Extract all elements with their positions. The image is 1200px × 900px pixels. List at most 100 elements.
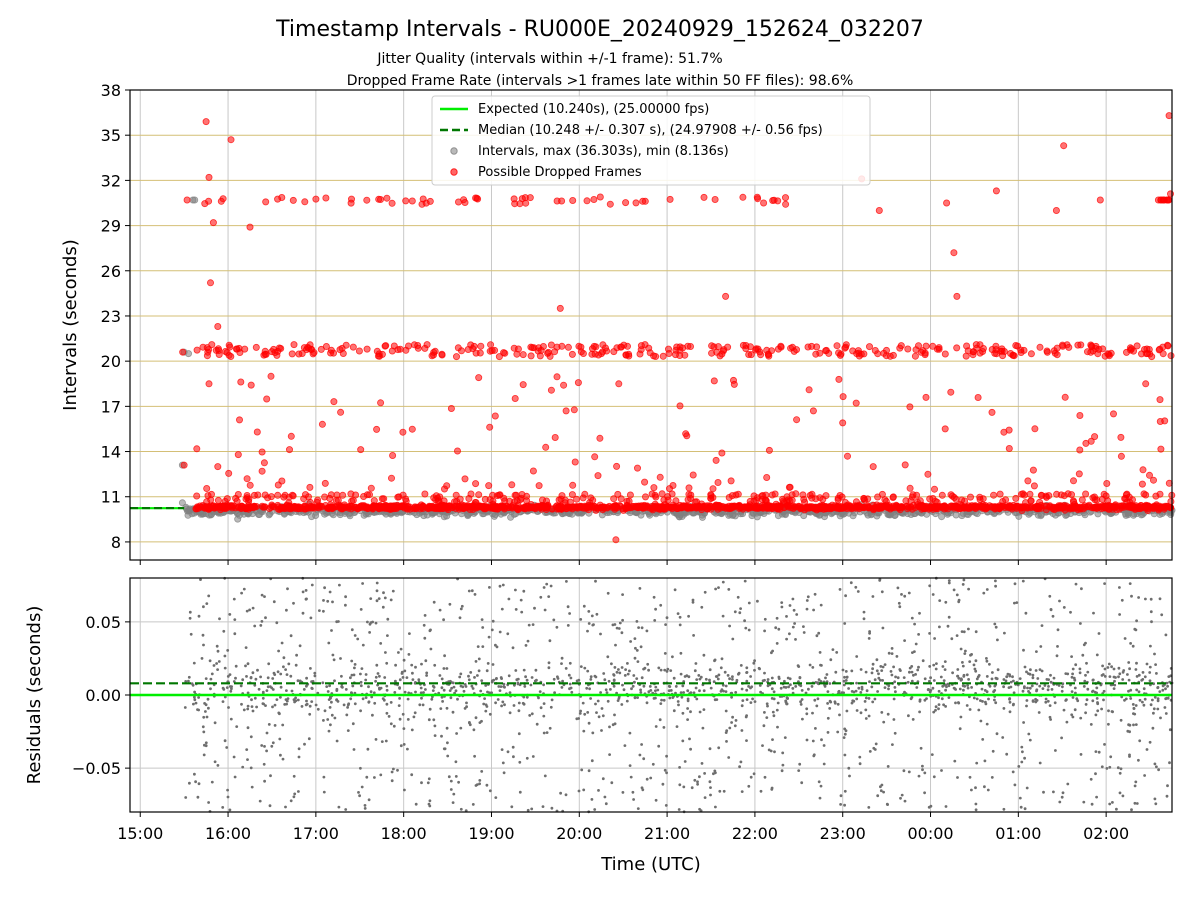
residual-point	[669, 669, 673, 672]
residual-point	[1164, 633, 1168, 637]
residual-point	[242, 587, 246, 591]
residual-point	[344, 595, 347, 599]
residual-point	[1083, 679, 1087, 683]
residual-point	[1025, 786, 1029, 790]
dropped-frame-point	[512, 491, 520, 499]
residual-point	[662, 726, 666, 729]
dropped-frame-point	[235, 416, 243, 424]
residual-point	[1131, 644, 1135, 648]
dropped-frame-point	[844, 452, 852, 460]
residual-point	[962, 673, 966, 677]
residual-point	[693, 669, 697, 673]
residual-point	[284, 668, 287, 671]
residual-point	[1134, 723, 1138, 726]
residual-point	[432, 718, 436, 722]
dropped-frame-point	[1146, 350, 1154, 358]
residual-point	[363, 804, 367, 807]
residual-point	[747, 628, 751, 632]
intervals-x-ticks	[139, 560, 1107, 565]
residual-point	[367, 798, 371, 802]
residual-point	[386, 617, 390, 621]
dropped-frame-point	[768, 347, 776, 355]
residual-point	[246, 758, 249, 761]
dropped-frame-point	[476, 349, 484, 357]
residual-point	[943, 660, 947, 663]
residual-point	[433, 724, 437, 728]
dropped-frame-point	[455, 505, 463, 513]
dropped-frame-point	[179, 348, 187, 356]
residual-point	[860, 687, 864, 691]
residual-point	[412, 715, 416, 719]
residual-point	[550, 698, 554, 702]
residual-point	[488, 712, 492, 716]
dropped-frame-point	[1087, 437, 1095, 445]
residual-point	[954, 701, 957, 705]
residual-point	[854, 585, 858, 589]
dropped-frame-point	[418, 504, 426, 512]
residual-point	[379, 686, 383, 690]
residual-point	[207, 801, 211, 804]
residual-point	[774, 626, 778, 630]
dropped-frame-point	[996, 490, 1004, 498]
residual-point	[1001, 736, 1005, 739]
dropped-frame-point	[373, 425, 381, 433]
residual-point	[1121, 678, 1125, 681]
residual-point	[246, 707, 250, 711]
residual-point	[857, 686, 861, 690]
residual-point	[202, 643, 205, 647]
residual-point	[402, 658, 406, 662]
dropped-frame-point	[355, 347, 363, 355]
residual-point	[1160, 613, 1164, 617]
residual-point	[943, 668, 947, 671]
residual-point	[262, 762, 266, 766]
residual-point	[249, 735, 253, 739]
dropped-frame-point	[438, 351, 446, 359]
residual-point	[323, 709, 327, 713]
residual-point	[1058, 800, 1062, 804]
residual-point	[202, 753, 206, 757]
residual-point	[597, 789, 600, 792]
dropped-frame-point	[217, 197, 225, 205]
residual-point	[675, 725, 679, 728]
residual-point	[350, 628, 354, 632]
residual-point	[1097, 632, 1101, 635]
residual-point	[1023, 685, 1026, 689]
residual-point	[636, 660, 640, 663]
residual-point	[399, 744, 403, 748]
residual-point	[533, 606, 536, 610]
residual-point	[285, 689, 288, 692]
dropped-frame-point	[180, 461, 188, 469]
dropped-frame-point	[1111, 503, 1119, 511]
residual-point	[345, 713, 349, 717]
residual-point	[802, 625, 805, 628]
dropped-frame-point	[474, 195, 482, 203]
residual-point	[377, 597, 381, 600]
dropped-frame-point	[901, 461, 909, 469]
residual-point	[423, 614, 427, 617]
dropped-frame-point	[1027, 350, 1035, 358]
residual-point	[570, 690, 574, 694]
residual-point	[1079, 622, 1082, 625]
residual-point	[335, 698, 338, 702]
residual-point	[973, 667, 977, 671]
interval-point	[839, 510, 847, 518]
dropped-frame-point	[711, 195, 719, 203]
residual-point	[745, 679, 749, 683]
dropped-frame-point	[590, 342, 598, 350]
residual-point	[265, 749, 268, 753]
dropped-frame-point	[953, 292, 961, 300]
residual-point	[389, 722, 393, 726]
residual-point	[1142, 703, 1146, 707]
residual-point	[788, 604, 792, 607]
dropped-frame-point	[510, 195, 518, 203]
dropped-frame-point	[246, 481, 254, 489]
dropped-frame-point	[588, 350, 596, 358]
dropped-frame-point	[972, 341, 980, 349]
dropped-frame-point	[935, 344, 943, 352]
residual-point	[205, 602, 209, 605]
residual-point	[661, 782, 665, 786]
residual-point	[361, 643, 365, 647]
dropped-frame-point	[1087, 341, 1095, 349]
residual-point	[508, 711, 512, 715]
residual-point	[289, 799, 293, 803]
